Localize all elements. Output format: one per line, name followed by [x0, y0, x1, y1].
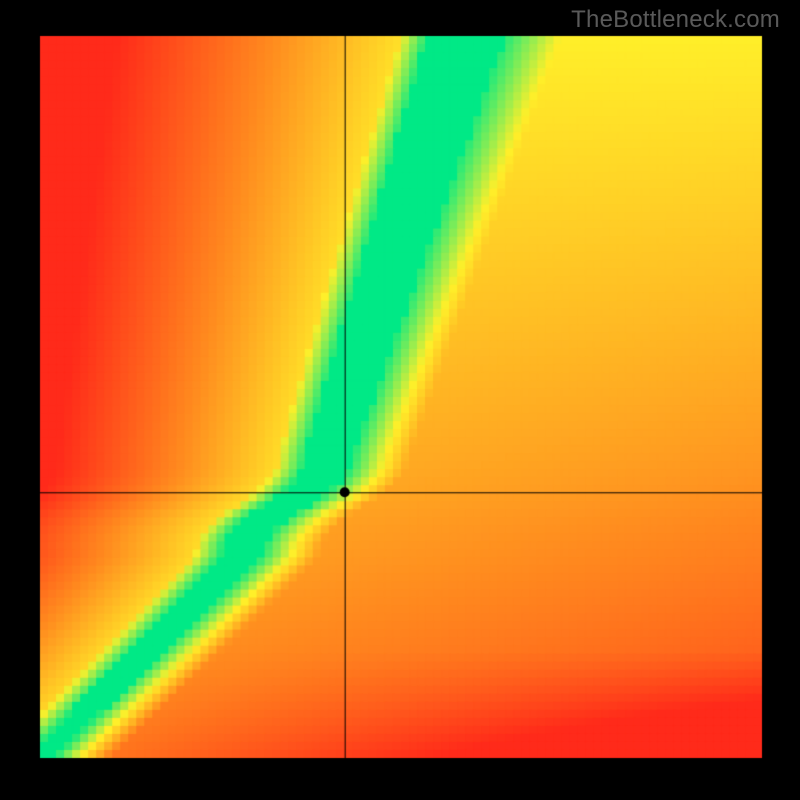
heatmap-canvas — [0, 0, 800, 800]
chart-container: TheBottleneck.com — [0, 0, 800, 800]
watermark-label: TheBottleneck.com — [571, 6, 780, 34]
